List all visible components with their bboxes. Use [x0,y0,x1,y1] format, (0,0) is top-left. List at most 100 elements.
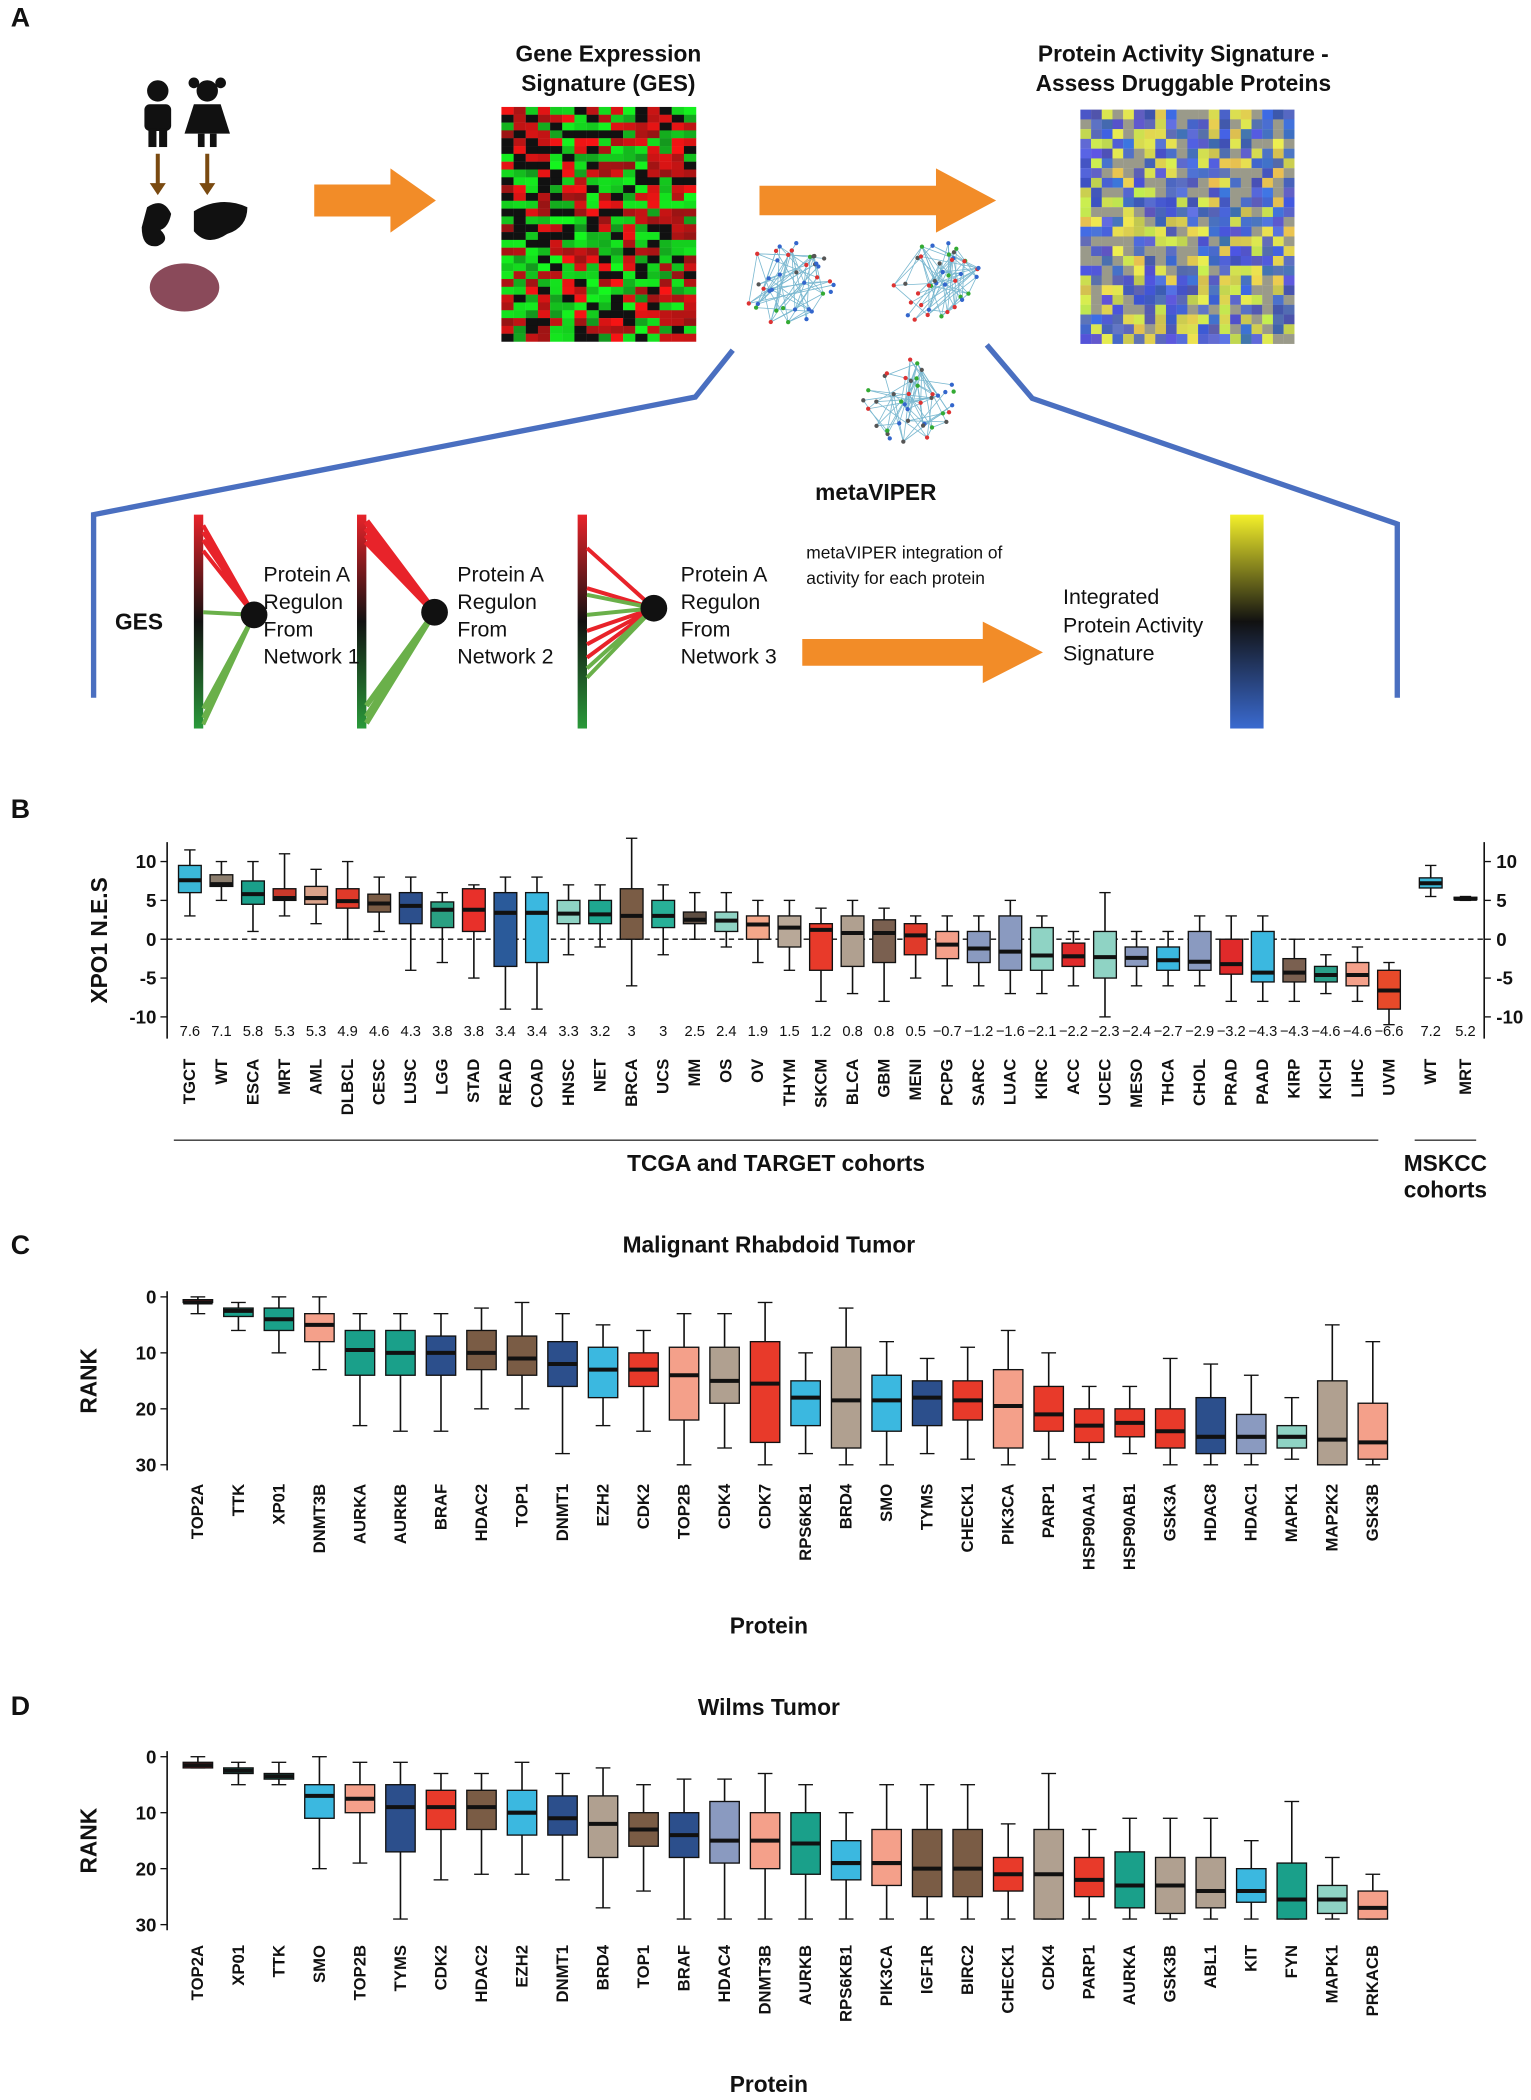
heat-cell [623,224,636,233]
heat-cell [586,161,599,170]
x-tick-label: SKCM [811,1059,830,1108]
heat-cell [537,169,551,178]
panel-label: D [11,1691,30,1721]
heat-cell [1091,129,1102,140]
heat-cell [1283,275,1295,286]
net-edge [921,246,937,284]
heat-cell [659,325,672,334]
heat-cell [1080,177,1092,188]
x-tick-label: DLBCL [338,1059,357,1116]
heat-cell [586,106,599,115]
net-node [903,281,908,286]
heat-cell [1101,148,1113,159]
regulon-text: Protein A [457,562,544,586]
heat-cell [1144,168,1156,179]
net-node [946,410,952,415]
heat-cell [1283,158,1295,169]
net-edge [748,253,758,304]
heat-cell [598,333,612,342]
net-node [915,291,921,296]
heat-cell [1251,216,1263,227]
heat-cell [1240,109,1252,120]
heat-cell [1091,226,1102,237]
net-edge [776,266,819,311]
heat-cell [659,146,672,155]
integrated-label: Integrated [1063,585,1159,609]
heat-cell [525,271,539,280]
heat-cell [598,302,612,311]
heat-cell [550,294,563,303]
heat-cell [513,278,526,287]
heat-cell [1283,285,1295,296]
heat-cell [562,169,575,178]
heat-cell [1091,187,1102,198]
heat-cell [598,138,612,147]
heat-cell [1219,265,1231,276]
heat-cell [1176,334,1188,344]
y-tick-label: 20 [136,1858,157,1879]
y-axis-label: RANK [75,1347,101,1413]
heat-cell [610,333,624,342]
heat-cell [659,122,672,131]
heat-cell [623,255,636,264]
heat-cell [1112,138,1124,149]
heat-cell [623,185,636,194]
heat-cell [1230,187,1241,198]
net-edge [893,246,923,286]
x-tick-label: KIRP [1285,1059,1304,1099]
heat-cell [1272,216,1284,227]
x-tick-label: EZH2 [593,1484,612,1527]
group-label: cohorts [1404,1177,1487,1203]
net-node [940,411,946,416]
net-edge [876,401,902,427]
heat-cell [1230,216,1241,227]
heat-cell [513,146,526,155]
heat-cell [659,278,672,287]
heat-cell [1123,246,1135,257]
heat-cell [1101,187,1113,198]
box [588,899,613,925]
heat-cell [574,216,587,225]
heat-cell [671,271,685,280]
value-label: 3.4 [495,1024,515,1040]
heat-cell [586,239,599,248]
heat-cell [586,302,599,311]
icons-part [196,80,218,102]
heat-cell [1165,216,1177,227]
heat-cell [683,130,697,139]
box [493,891,518,968]
heat-cell [623,114,636,123]
activity-scale [1230,514,1264,729]
heat-cell [623,161,636,170]
heat-cell [1155,314,1167,325]
net-edge [968,276,977,294]
heat-cell [513,177,526,186]
heat-cell [1176,275,1188,286]
heat-cell [562,224,575,233]
heat-cell [586,294,599,303]
box [209,874,234,888]
heat-cell [537,216,551,225]
heat-cell [635,138,648,147]
heat-cell [1240,275,1252,286]
heat-cell [1240,158,1252,169]
net-edge [775,254,789,311]
heat-cell [1251,207,1263,218]
heat-cell [513,239,526,248]
heat-cell [1283,197,1295,208]
heat-cell [513,224,526,233]
heat-cell [1240,119,1252,130]
heat-cell [610,106,624,115]
heat-cell [562,318,575,327]
heat-cell [550,255,563,264]
heat-cell [501,310,514,319]
heat-cell [1080,187,1092,198]
y-tick-label: 10 [136,1802,157,1823]
heat-cell [1091,236,1102,247]
heat-cell [598,208,612,217]
heat-cell [574,263,587,272]
heat-cell [1219,314,1231,325]
heat-cell [513,310,526,319]
heat-cell [525,185,539,194]
